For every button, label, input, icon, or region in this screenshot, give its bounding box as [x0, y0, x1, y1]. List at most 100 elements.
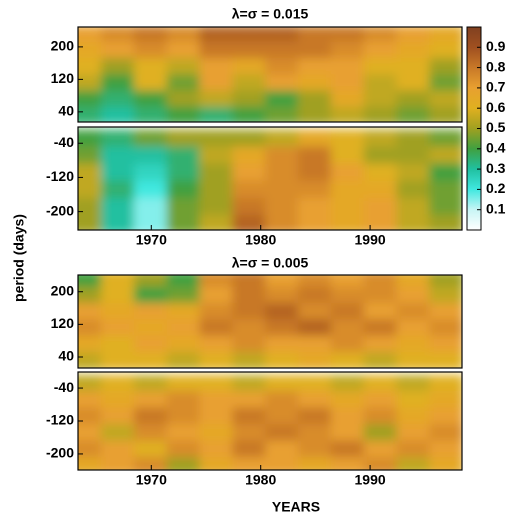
x-tick-label: 1970	[136, 232, 167, 248]
heatmap-cell	[363, 335, 399, 354]
heatmap-cell	[133, 440, 169, 460]
heatmap-cell	[78, 374, 104, 394]
heatmap-cell	[363, 286, 399, 305]
heatmap-cell	[297, 163, 333, 183]
heatmap-cell	[232, 146, 268, 166]
heatmap-cell	[363, 41, 399, 61]
heatmap-cell	[265, 424, 300, 443]
heatmap-cell	[330, 146, 366, 166]
heatmap-cell	[166, 351, 202, 368]
heatmap-cell	[297, 407, 333, 427]
heatmap-cell	[429, 302, 462, 322]
heatmap-cell	[265, 407, 300, 427]
panel-frame	[77, 274, 463, 369]
heatmap-cell	[297, 457, 333, 470]
heatmap-cell	[101, 163, 136, 183]
heatmap-cell	[396, 214, 432, 230]
y-tick-label: -120	[46, 168, 74, 184]
heatmap-cell	[133, 106, 169, 122]
heatmap-cell	[297, 275, 333, 289]
heatmap-cell	[297, 58, 333, 77]
heatmap-cell	[396, 275, 432, 289]
heatmap-cell	[133, 286, 169, 305]
heatmap-cell	[101, 106, 136, 122]
heatmap-cell	[133, 129, 169, 149]
heatmap-cell	[297, 106, 333, 122]
heatmap-cell	[78, 275, 104, 289]
heatmap-cell	[429, 129, 462, 149]
heatmap-cell	[78, 90, 104, 109]
heatmap-cell	[166, 391, 202, 410]
heatmap-cell	[330, 90, 366, 109]
heatmap-cell	[265, 214, 300, 230]
heatmap-cell	[78, 214, 104, 230]
heatmap-cell	[363, 58, 399, 77]
heatmap-cell	[199, 163, 235, 183]
colorbar-tick-label: 0.4	[486, 140, 506, 156]
heatmap-cell	[330, 27, 366, 44]
heatmap-cell	[101, 319, 136, 338]
heatmap-cell	[166, 440, 202, 460]
heatmap-cell	[265, 391, 300, 410]
heatmap-cell	[133, 214, 169, 230]
heatmap-cell	[199, 374, 235, 394]
heatmap-cell	[363, 407, 399, 427]
heatmap-cell	[429, 374, 462, 394]
heatmap-cell	[429, 424, 462, 443]
heatmap-cell	[78, 41, 104, 61]
x-tick-label: 1990	[355, 472, 386, 488]
heatmap-cell	[363, 391, 399, 410]
heatmap-cell	[199, 286, 235, 305]
heatmap-cell	[265, 146, 300, 166]
y-tick-label: 40	[58, 348, 74, 364]
heatmap-cell	[297, 319, 333, 338]
heatmap-cell	[166, 407, 202, 427]
heatmap-cell	[166, 129, 202, 149]
heatmap-cell	[78, 197, 104, 217]
heatmap-cell	[101, 391, 136, 410]
heatmap-cell	[133, 319, 169, 338]
heatmap-cell	[78, 129, 104, 149]
heatmap-cell	[101, 74, 136, 93]
x-tick-label: 1990	[355, 232, 386, 248]
heatmap-cell	[330, 214, 366, 230]
heatmap-cell	[363, 74, 399, 93]
heatmap-cell	[330, 440, 366, 460]
colorbar-tick-label: 0.2	[486, 180, 506, 196]
heatmap-cell	[101, 335, 136, 354]
chart-title: λ=σ = 0.015	[232, 6, 309, 22]
heatmap-cells	[78, 275, 462, 368]
heatmap-cell	[396, 163, 432, 183]
heatmap-cell	[166, 335, 202, 354]
heatmap-cell	[297, 90, 333, 109]
heatmap-cell	[297, 180, 333, 200]
heatmap-cell	[363, 129, 399, 149]
heatmap-cell	[396, 27, 432, 44]
heatmap-cell	[265, 440, 300, 460]
heatmap-cell	[330, 275, 366, 289]
heatmap-cell	[363, 146, 399, 166]
heatmap-cell	[396, 74, 432, 93]
heatmap-cell	[396, 374, 432, 394]
heatmap-cell	[199, 129, 235, 149]
heatmap-panel	[78, 374, 462, 470]
heatmap-cell	[101, 440, 136, 460]
heatmap-cell	[429, 146, 462, 166]
heatmap-cell	[363, 27, 399, 44]
heatmap-cell	[330, 197, 366, 217]
heatmap-cell	[330, 41, 366, 61]
heatmap-cell	[166, 74, 202, 93]
heatmap-cell	[78, 106, 104, 122]
y-tick-label: -120	[46, 412, 74, 428]
heatmap-cell	[265, 129, 300, 149]
heatmap-cell	[199, 335, 235, 354]
heatmap-cell	[265, 457, 300, 470]
heatmap-cell	[363, 319, 399, 338]
heatmap-cell	[297, 129, 333, 149]
heatmap-cell	[133, 275, 169, 289]
heatmap-cell	[133, 351, 169, 368]
heatmap-cell	[199, 424, 235, 443]
heatmap-cell	[330, 457, 366, 470]
heatmap-cell	[78, 58, 104, 77]
heatmap-cell	[429, 41, 462, 61]
